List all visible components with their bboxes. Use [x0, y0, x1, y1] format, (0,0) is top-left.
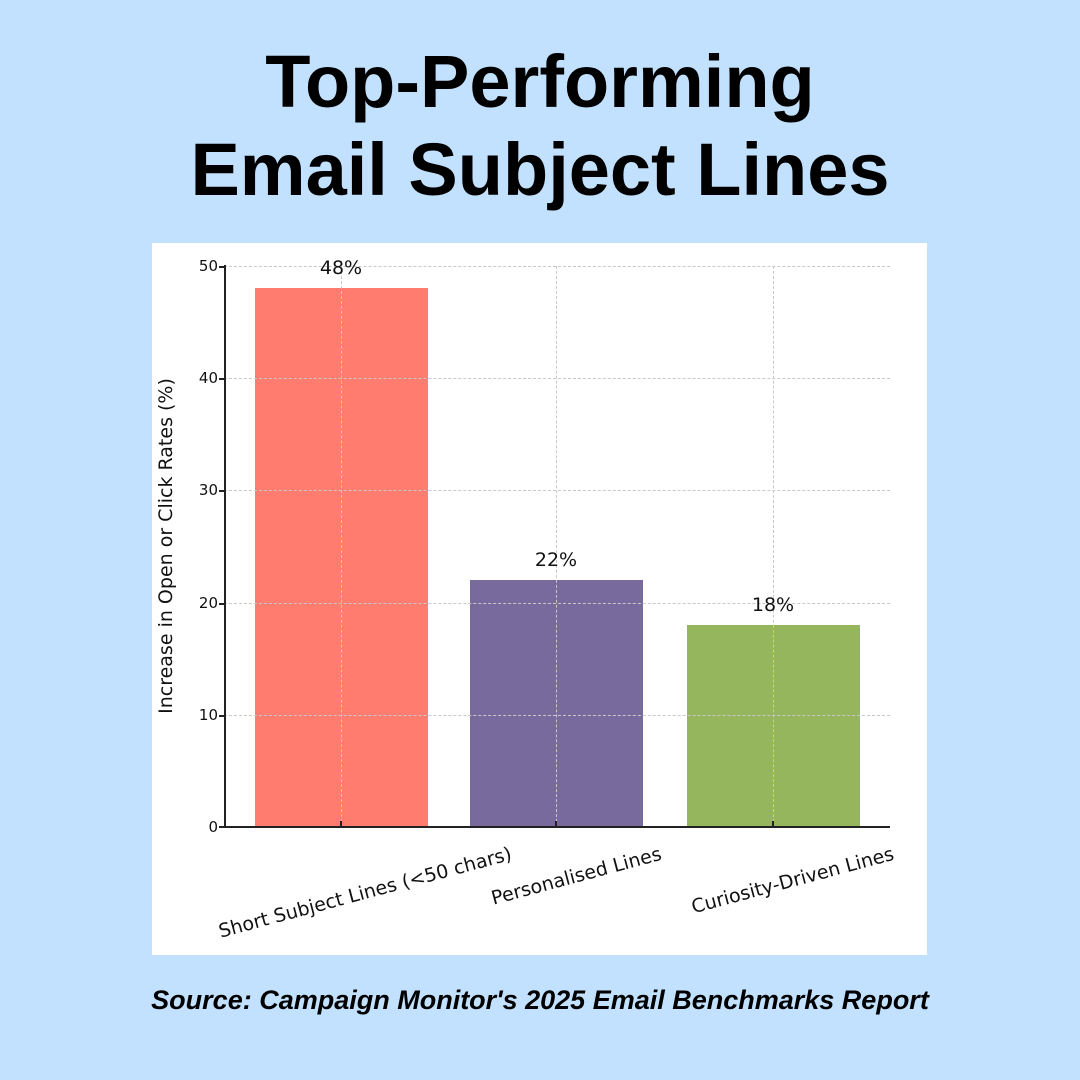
gridline-30	[224, 490, 890, 491]
x-axis-line	[224, 826, 890, 828]
chart-panel: Increase in Open or Click Rates (%) 50 4…	[152, 243, 927, 955]
title-line-2: Email Subject Lines	[190, 128, 890, 211]
y-tick-label: 0	[208, 818, 218, 836]
bar-value-label: 18%	[751, 594, 795, 616]
x-tick	[772, 821, 774, 827]
gridline-vertical	[341, 266, 342, 827]
y-tick	[219, 378, 224, 380]
y-tick-label: 10	[198, 706, 218, 724]
x-tick-label: Personalised Lines	[488, 843, 664, 910]
y-tick	[219, 490, 224, 492]
x-tick-label: Curiosity-Driven Lines	[689, 843, 897, 919]
bar-value-label: 48%	[319, 257, 363, 279]
gridline-20	[224, 603, 890, 604]
x-tick	[555, 821, 557, 827]
y-axis-label: Increase in Open or Click Rates (%)	[155, 378, 177, 714]
y-tick-label: 50	[198, 257, 218, 275]
gridline-50	[224, 266, 890, 267]
title-line-1: Top-Performing	[265, 40, 815, 123]
gridline-vertical	[773, 266, 774, 827]
y-tick	[219, 603, 224, 605]
x-tick-label: Short Subject Lines (<50 chars)	[215, 843, 514, 943]
plot-area: Increase in Open or Click Rates (%) 50 4…	[155, 257, 897, 943]
y-tick	[219, 715, 224, 717]
page-title: Top-Performing Email Subject Lines	[0, 38, 1080, 214]
x-tick	[340, 821, 342, 827]
y-tick	[219, 266, 224, 268]
y-tick-label: 20	[198, 594, 218, 612]
gridline-10	[224, 715, 890, 716]
y-tick-label: 30	[198, 481, 218, 499]
source-caption: Source: Campaign Monitor's 2025 Email Be…	[151, 985, 929, 1015]
gridline-vertical	[556, 266, 557, 827]
gridline-40	[224, 378, 890, 379]
bar-value-label: 22%	[534, 549, 578, 571]
y-axis-line	[224, 265, 226, 828]
y-tick	[219, 826, 224, 828]
y-tick-label: 40	[198, 369, 218, 387]
